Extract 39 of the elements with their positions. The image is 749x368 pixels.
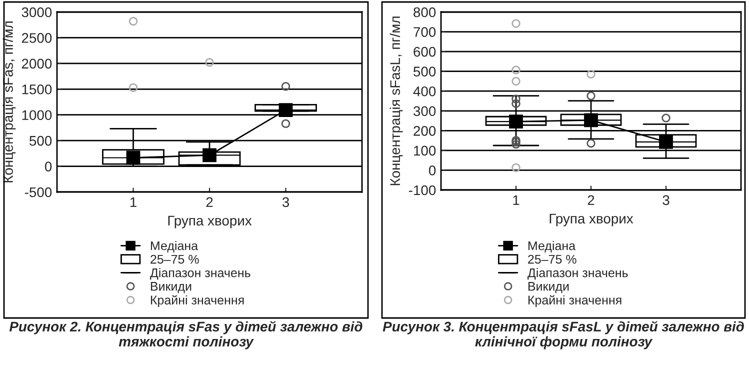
y-tick-label: 2000 <box>22 58 52 69</box>
text: Діапазон значень <box>528 268 628 280</box>
y-tick-label: -100 <box>408 185 436 196</box>
x-tick-label: 3 <box>282 197 289 208</box>
text: Діапазон значень <box>150 268 250 280</box>
y-tick-label: 0 <box>44 162 52 172</box>
y-tick-label: 1500 <box>22 84 52 94</box>
legend-label: Викиди <box>528 282 569 294</box>
legend-label: Медіана <box>150 241 198 253</box>
text: Рисунок 2. Концентрація sFas у дітей залежно від тяжкості полінозу <box>9 321 362 350</box>
y-axis-title: Концентрація sFasL, пг/мл <box>390 16 403 186</box>
x-axis-title: Група хворих <box>550 214 634 226</box>
y-tick-label: 700 <box>414 27 436 37</box>
legend-label: Крайні значення <box>150 295 244 307</box>
x-tick-label: 1 <box>130 197 136 207</box>
y-tick-label: 2500 <box>22 33 52 43</box>
x-tick-label: 2 <box>206 197 213 207</box>
y-tick-label: 800 <box>414 7 436 18</box>
y-tick-label: 200 <box>414 126 436 136</box>
x-axis-title: Група хворих <box>168 216 252 228</box>
legend-label: Медіана <box>528 241 576 253</box>
y-tick-label: 500 <box>30 136 52 146</box>
y-tick-label: 1000 <box>22 110 52 120</box>
x-tick-label: 1 <box>513 195 520 205</box>
x-tick-label: 2 <box>588 195 594 205</box>
x-tick-label: 3 <box>662 195 670 206</box>
y-tick-label: 100 <box>414 146 436 156</box>
y-tick-label: 600 <box>414 46 436 57</box>
y-tick-label: 400 <box>413 86 436 96</box>
legend-label: Викиди <box>150 282 192 294</box>
legend-label: 25–75 % <box>528 254 576 264</box>
y-tick-label: 500 <box>414 66 436 77</box>
y-tick-label: 300 <box>414 106 436 116</box>
text: Рисунок 3. Концентрація sFasL у дітей залежно від клінічної форми полінозу <box>382 321 744 350</box>
y-tick-label: 3000 <box>22 7 52 18</box>
y-tick-label: 0 <box>428 166 436 176</box>
y-tick-label: -500 <box>24 187 52 198</box>
legend-label: Крайні значення <box>528 295 622 307</box>
legend-label: 25–75 % <box>150 254 199 264</box>
